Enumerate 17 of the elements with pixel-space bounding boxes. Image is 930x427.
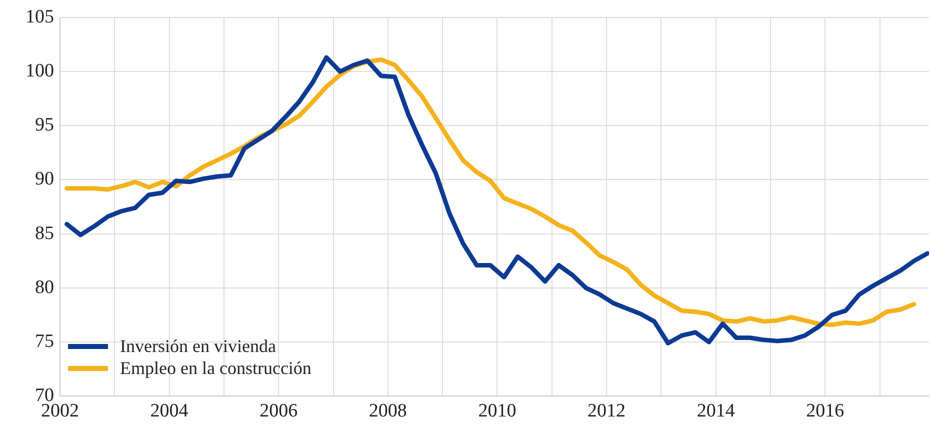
y-tick-label: 90	[35, 168, 54, 190]
x-tick-label: 2006	[260, 400, 298, 422]
x-tick-label: 2014	[696, 400, 736, 422]
y-tick-label: 95	[35, 114, 54, 136]
y-tick-label: 75	[35, 331, 54, 352]
x-tick-label: 2012	[588, 400, 626, 422]
y-tick-label: 100	[26, 60, 54, 82]
y-tick-label: 85	[35, 222, 54, 244]
x-tick-label: 2010	[478, 400, 516, 422]
legend-label: Inversión en vivienda	[120, 335, 276, 357]
x-tick-label: 2004	[150, 400, 189, 422]
y-tick-label: 105	[26, 6, 54, 28]
x-tick-label: 2002	[41, 400, 79, 422]
legend-label: Empleo en la construcción	[120, 357, 312, 379]
y-tick-label: 80	[35, 276, 54, 298]
x-tick-label: 2016	[806, 400, 844, 422]
x-tick-label: 2008	[368, 400, 407, 422]
